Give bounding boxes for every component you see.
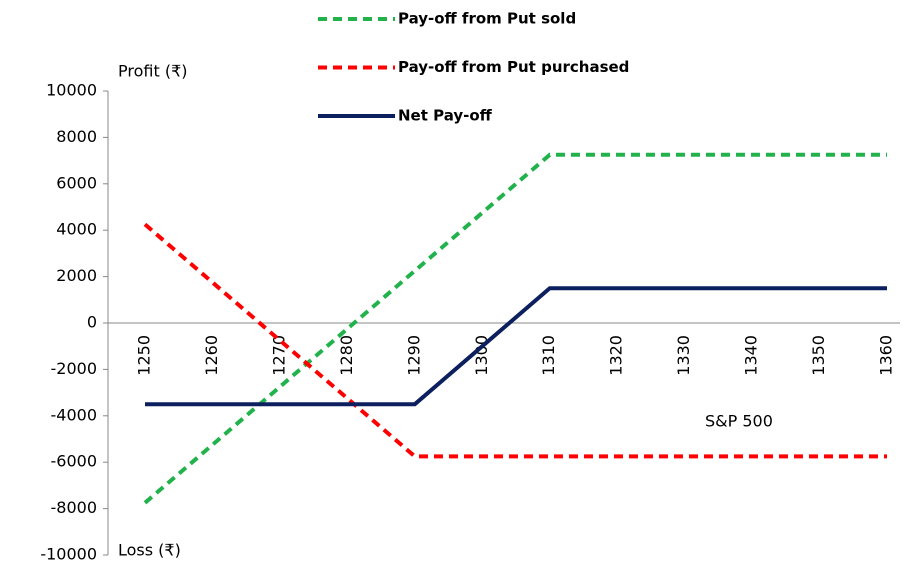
x-tick-label: 1340 (742, 335, 761, 376)
x-tick-label: 1320 (607, 335, 626, 376)
y-tick-label: 6000 (56, 173, 97, 192)
legend-label: Pay-off from Put sold (398, 10, 576, 28)
y-tick-label: 8000 (56, 127, 97, 146)
y-tick-label: -4000 (51, 405, 98, 424)
series-line (143, 152, 887, 505)
legend-label: Net Pay-off (398, 107, 493, 125)
x-tick-label: 1290 (404, 335, 423, 376)
x-tick-label: 1330 (674, 335, 693, 376)
x-tick-label: 1250 (135, 335, 154, 376)
series-line (143, 222, 887, 459)
series-line (145, 286, 887, 407)
y-label-bottom: Loss (₹) (118, 541, 181, 560)
legend-label: Pay-off from Put purchased (398, 58, 629, 76)
y-tick-label: 0 (87, 313, 97, 332)
x-tick-label: 1260 (202, 335, 221, 376)
y-tick-label: 4000 (56, 220, 97, 239)
y-tick-label: -10000 (40, 545, 97, 564)
x-tick-label: 1310 (539, 335, 558, 376)
y-tick-label: -6000 (51, 452, 98, 471)
y-tick-label: 2000 (56, 266, 97, 285)
x-tick-label: 1350 (809, 335, 828, 376)
y-tick-label: 10000 (46, 81, 97, 100)
x-tick-label: 1280 (337, 335, 356, 376)
y-tick-label: -2000 (51, 359, 98, 378)
x-tick-label: 1360 (877, 335, 896, 376)
y-tick-label: -8000 (51, 498, 98, 517)
y-label-top: Profit (₹) (118, 62, 187, 81)
x-axis-label: S&P 500 (705, 412, 773, 431)
x-tick-label: 1270 (269, 335, 288, 376)
